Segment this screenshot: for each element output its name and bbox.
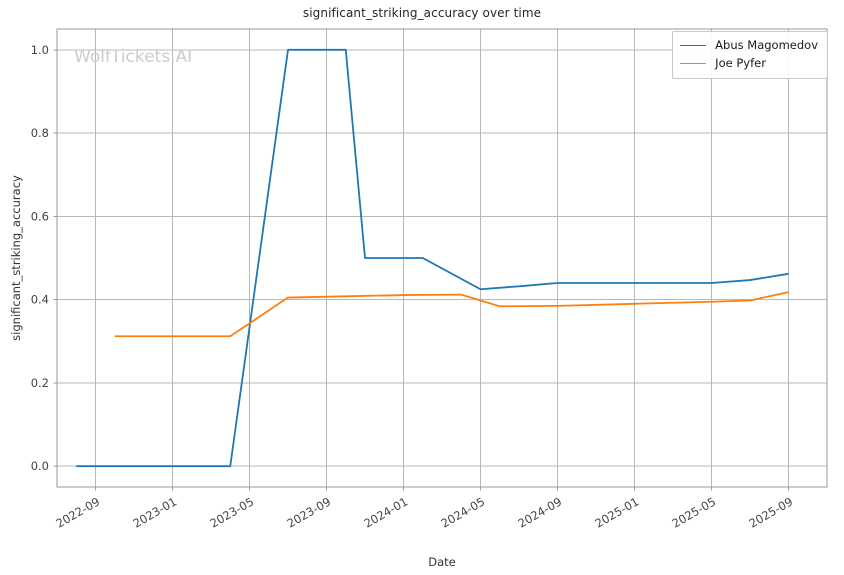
y-tick-label: 0.6 [31, 209, 49, 223]
y-tick-label: 1.0 [31, 43, 49, 57]
legend-item-series-1[interactable]: Abus Magomedov [680, 37, 818, 55]
x-tick-label: 2023-05 [208, 494, 257, 530]
axes-spines [56, 28, 828, 488]
legend-label-series-2: Joe Pyfer [715, 55, 766, 70]
legend-label-series-1: Abus Magomedov [715, 38, 818, 52]
chart-legend: Abus Magomedov Joe Pyfer [672, 31, 828, 79]
gridlines [57, 29, 827, 487]
x-tick-label: 2024-01 [362, 494, 411, 530]
data-series-layer [76, 48, 789, 468]
x-tick-label: 2022-09 [54, 494, 103, 530]
series-line-1 [76, 48, 789, 468]
x-tick-label: 2023-01 [131, 494, 180, 530]
y-tick-label: 0.0 [31, 459, 49, 473]
y-tick-label: 0.8 [31, 126, 49, 140]
watermark-label: WolfTickets.AI [74, 47, 192, 67]
x-tick-label: 2025-05 [670, 494, 719, 530]
chart-title: significant_striking_accuracy over time [302, 6, 542, 20]
legend-swatch-series-1 [680, 45, 707, 47]
x-tick-label: 2024-09 [516, 494, 565, 530]
y-axis-title: significant_striking_accuracy [9, 175, 23, 341]
legend-item-series-2[interactable]: Joe Pyfer [680, 55, 818, 73]
x-tick-label: 2024-05 [439, 494, 488, 530]
x-tick-label: 2025-01 [593, 494, 642, 530]
x-axis-title: Date [428, 555, 456, 569]
y-tick-label: 0.2 [31, 376, 49, 390]
x-tick-label: 2025-09 [747, 494, 796, 530]
legend-swatch-series-2 [680, 63, 707, 65]
y-tick-label: 0.4 [31, 293, 49, 307]
x-tick-label: 2023-09 [285, 494, 334, 530]
axis-ticks: 0.0 0.2 0.4 0.6 0.8 1.0 2022-09 2023-01 2023-05 2… [31, 43, 795, 531]
series-line-2 [114, 291, 789, 338]
